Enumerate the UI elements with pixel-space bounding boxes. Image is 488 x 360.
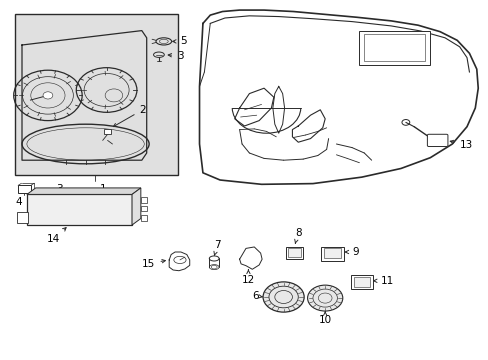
Text: 6: 6: [252, 291, 262, 301]
Bar: [18, 185, 31, 193]
Text: 4: 4: [15, 197, 22, 207]
Bar: [350, 275, 372, 289]
Bar: [285, 247, 303, 259]
Text: 2: 2: [113, 105, 146, 127]
Circle shape: [263, 282, 304, 312]
Bar: [364, 34, 425, 61]
Bar: [287, 248, 300, 257]
Bar: [359, 31, 429, 65]
Bar: [141, 206, 146, 211]
Text: 1: 1: [99, 184, 106, 194]
Text: 3: 3: [168, 51, 183, 61]
Bar: [17, 212, 28, 223]
Bar: [324, 248, 340, 258]
Text: 13: 13: [449, 140, 472, 150]
Text: 14: 14: [47, 228, 66, 244]
Bar: [353, 277, 369, 287]
Bar: [15, 14, 178, 175]
Bar: [103, 129, 111, 134]
Bar: [141, 197, 146, 203]
FancyBboxPatch shape: [427, 134, 447, 147]
Circle shape: [43, 92, 53, 99]
Text: 7: 7: [213, 240, 221, 256]
Bar: [320, 247, 344, 261]
Text: 9: 9: [345, 247, 358, 257]
Circle shape: [307, 285, 342, 311]
Polygon shape: [27, 188, 141, 194]
Text: 5: 5: [172, 36, 186, 46]
Text: 11: 11: [373, 276, 393, 286]
Polygon shape: [132, 188, 141, 225]
Text: 15: 15: [142, 258, 165, 269]
Text: 8: 8: [294, 228, 301, 243]
Text: 3: 3: [56, 184, 63, 194]
Text: 12: 12: [241, 270, 255, 285]
Bar: [141, 215, 146, 221]
Text: 10: 10: [318, 312, 331, 325]
Bar: [27, 194, 132, 225]
